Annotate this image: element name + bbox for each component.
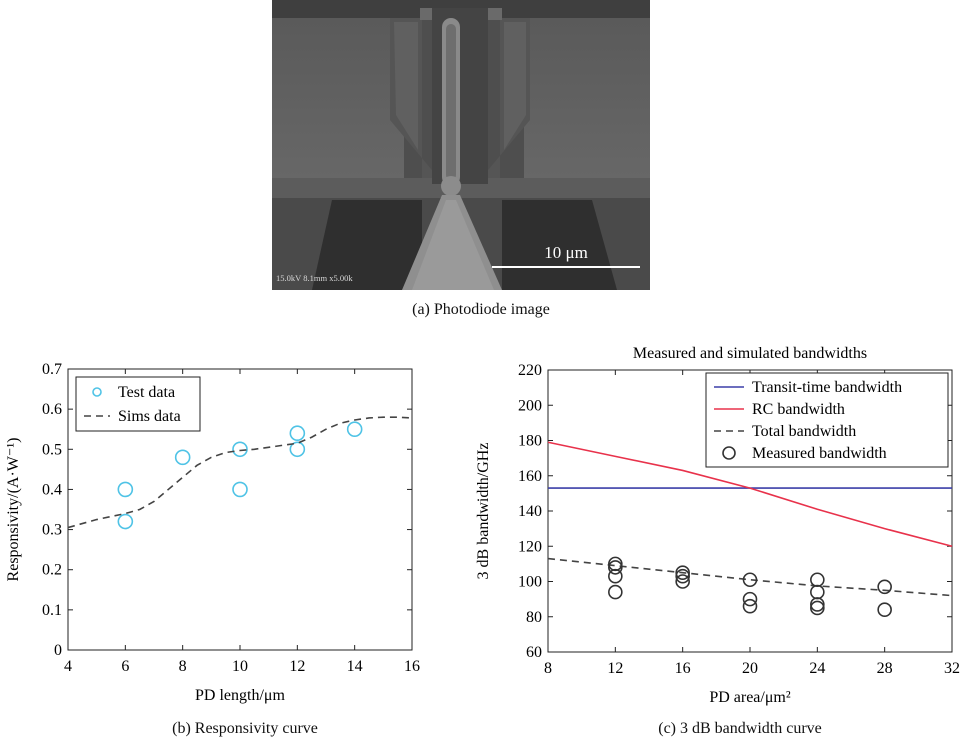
y-axis-label: Responsivity/(A·W⁻¹) xyxy=(5,438,22,582)
data-point xyxy=(608,560,623,575)
data-point xyxy=(675,568,690,584)
y-tick-label: 0.7 xyxy=(42,361,62,378)
legend-label: Sims data xyxy=(118,408,181,425)
x-tick-label: 12 xyxy=(607,660,623,677)
data-point xyxy=(742,591,758,607)
data-point xyxy=(810,572,825,588)
y-tick-label: 0.5 xyxy=(42,441,62,458)
legend-box xyxy=(705,372,949,468)
x-tick-label: 12 xyxy=(289,658,305,675)
data-point xyxy=(742,598,758,614)
y-tick-label: 100 xyxy=(518,574,542,591)
data-point xyxy=(877,602,892,618)
y-tick-label: 140 xyxy=(518,503,542,520)
legend-key-marker xyxy=(722,446,736,460)
y-tick-label: 220 xyxy=(518,362,542,379)
x-tick-label: 28 xyxy=(877,660,893,677)
chart-title: Measured and simulated bandwidths xyxy=(633,345,867,362)
legend-key-marker xyxy=(92,387,102,397)
data-point xyxy=(810,597,825,612)
y-tick-label: 0.2 xyxy=(42,562,62,579)
data-point xyxy=(117,513,134,530)
responsivity-chart: 4 6 8 10 12 14 16 0 0.1 0.2 0.3 0.4 0.5 0.6 0.7 PD leng… xyxy=(5,361,420,704)
x-tick-label: 16 xyxy=(404,658,420,675)
data-point xyxy=(608,584,623,600)
series-line-2 xyxy=(547,557,953,597)
data-point xyxy=(117,481,134,498)
y-tick-label: 120 xyxy=(518,538,542,555)
series-line-1 xyxy=(547,441,953,548)
panel-a-caption: (a) Photodiode image xyxy=(412,301,550,318)
panel-b-caption: (b) Responsivity curve xyxy=(172,720,318,737)
photodiode-sem-image: 10 μm 15.0kV 8.1mm x5.00k xyxy=(272,0,650,290)
x-axis-label: PD area/μm² xyxy=(709,689,791,706)
x-tick-label: 14 xyxy=(347,658,363,675)
data-point xyxy=(675,574,690,589)
y-tick-label: 160 xyxy=(518,468,542,485)
sem-info-label: 15.0kV 8.1mm x5.00k xyxy=(276,273,353,283)
x-tick-label: 16 xyxy=(675,660,691,677)
y-tick-label: 0.3 xyxy=(42,522,62,539)
data-point xyxy=(877,579,892,595)
legend-label: Transit-time bandwidth xyxy=(752,379,902,396)
legend-label: RC bandwidth xyxy=(752,401,845,418)
data-point xyxy=(232,441,248,458)
y-tick-label: 80 xyxy=(526,609,542,626)
y-tick-label: 0.6 xyxy=(42,401,62,418)
x-tick-label: 20 xyxy=(742,660,758,677)
y-tick-label: 180 xyxy=(518,433,542,450)
x-tick-label: 8 xyxy=(179,658,187,675)
x-tick-label: 8 xyxy=(544,660,552,677)
y-tick-label: 200 xyxy=(518,397,542,414)
bandwidth-chart: 8 12 16 20 24 28 32 60 80 100 120 140 160 180 200 220 PD… xyxy=(475,345,960,706)
legend-box xyxy=(75,376,201,432)
legend-label: Measured bandwidth xyxy=(752,445,887,462)
data-point xyxy=(742,572,758,588)
legend-label: Total bandwidth xyxy=(752,423,856,440)
data-point xyxy=(289,425,306,442)
data-point xyxy=(608,568,623,584)
panel-c-caption: (c) 3 dB bandwidth curve xyxy=(658,720,822,737)
y-tick-label: 60 xyxy=(526,644,542,661)
y-tick-label: 0 xyxy=(54,642,62,659)
data-point xyxy=(289,441,306,458)
x-tick-label: 24 xyxy=(809,660,825,677)
y-axis-label: 3 dB bandwidth/GHz xyxy=(475,443,492,580)
x-tick-label: 4 xyxy=(64,658,72,675)
data-point xyxy=(346,421,363,438)
data-point xyxy=(675,565,690,580)
data-point xyxy=(810,584,825,600)
data-point xyxy=(232,481,248,498)
x-tick-label: 6 xyxy=(121,658,129,675)
series-line-1 xyxy=(67,416,413,529)
data-point xyxy=(174,449,191,466)
y-tick-label: 0.4 xyxy=(42,481,62,498)
scale-bar-label: 10 μm xyxy=(544,243,588,262)
data-point xyxy=(810,600,825,616)
x-axis-label: PD length/μm xyxy=(195,687,285,704)
x-tick-label: 32 xyxy=(944,660,960,677)
legend-label: Test data xyxy=(118,384,175,401)
y-tick-label: 0.1 xyxy=(42,602,62,619)
x-tick-label: 10 xyxy=(232,658,248,675)
